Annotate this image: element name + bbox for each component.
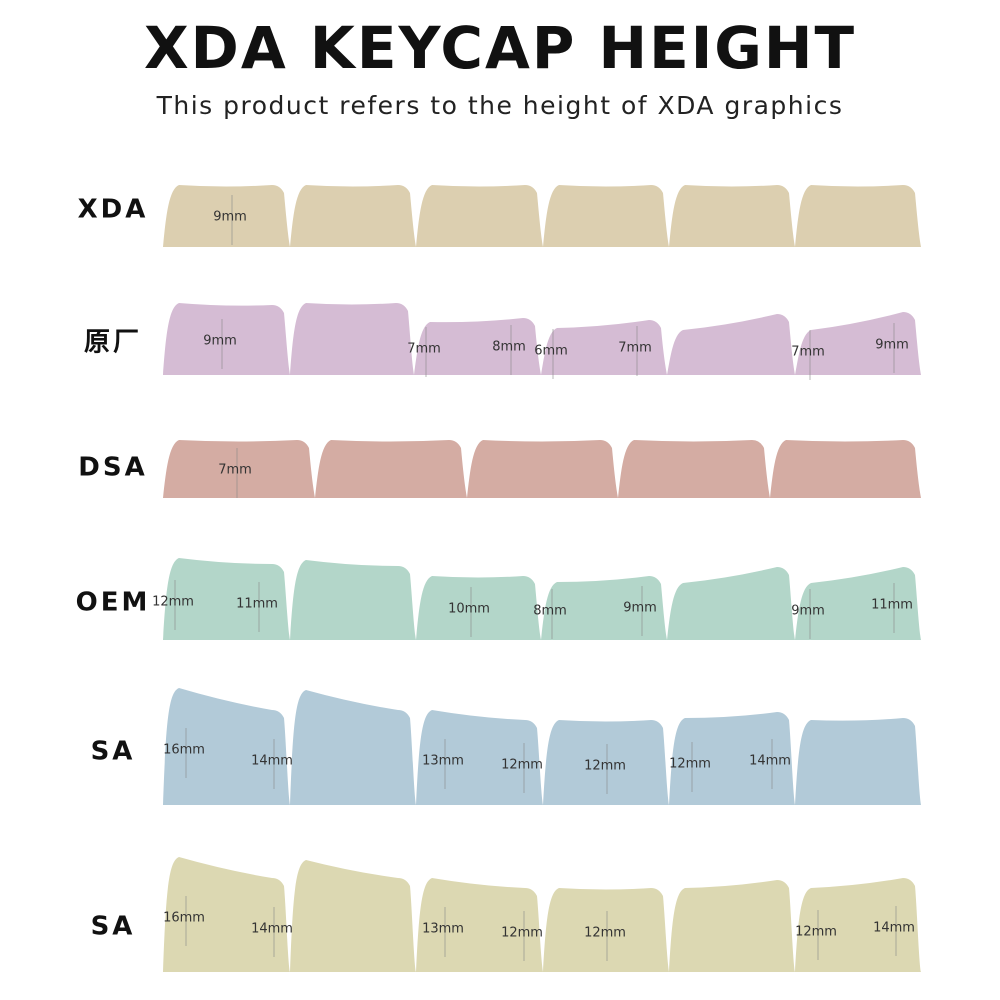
row-label: SA <box>91 912 136 942</box>
keycap <box>795 312 921 375</box>
keycap <box>669 712 795 805</box>
measurement: 9mm <box>791 604 825 619</box>
measurement: 6mm <box>534 344 568 359</box>
keycap <box>290 860 416 972</box>
measurement: 7mm <box>407 342 441 357</box>
keycap <box>163 440 315 498</box>
keycap <box>414 318 541 375</box>
measurement: 9mm <box>203 334 237 349</box>
keycap <box>795 878 921 972</box>
measurement: 16mm <box>163 911 205 926</box>
keycap <box>795 718 921 805</box>
measurement: 13mm <box>422 754 464 769</box>
measurement: 12mm <box>584 759 626 774</box>
keycap <box>770 440 921 498</box>
keycap <box>416 185 543 247</box>
keycap <box>315 440 467 498</box>
keycap <box>541 576 667 640</box>
keycap <box>669 185 795 247</box>
measurement: 12mm <box>501 926 543 941</box>
keycap <box>669 880 795 972</box>
measurement: 7mm <box>218 463 252 478</box>
keycap <box>163 185 290 247</box>
keycap <box>163 857 290 972</box>
keycap <box>290 690 416 805</box>
keycap <box>416 710 543 805</box>
row-label: SA <box>91 737 136 767</box>
keycap <box>795 185 921 247</box>
keycap <box>667 314 795 375</box>
keycap <box>290 303 414 375</box>
keycap <box>163 688 290 805</box>
measurement: 10mm <box>448 602 490 617</box>
keycap <box>163 303 290 375</box>
measurement: 14mm <box>873 921 915 936</box>
measurement: 14mm <box>251 754 293 769</box>
keycap <box>543 720 669 805</box>
row-label: OEM <box>76 588 151 618</box>
measurement: 11mm <box>871 598 913 613</box>
measurement: 13mm <box>422 922 464 937</box>
measurement: 16mm <box>163 743 205 758</box>
measurement: 11mm <box>236 597 278 612</box>
keycap <box>467 440 618 498</box>
measurement: 8mm <box>492 340 526 355</box>
keycap <box>667 567 795 640</box>
measurement: 12mm <box>501 758 543 773</box>
measurement: 12mm <box>584 926 626 941</box>
keycap <box>618 440 770 498</box>
measurement: 12mm <box>795 925 837 940</box>
row-label: 原厂 <box>84 328 142 358</box>
keycap <box>290 560 416 640</box>
measurement: 14mm <box>749 754 791 769</box>
subtitle: This product refers to the height of XDA… <box>156 91 844 120</box>
row-label: XDA <box>78 195 149 225</box>
keycap <box>163 558 290 640</box>
keycap <box>290 185 416 247</box>
keycap <box>416 878 543 972</box>
measurement: 9mm <box>623 601 657 616</box>
row-label: DSA <box>78 453 147 483</box>
keycap <box>416 576 541 640</box>
measurement: 12mm <box>152 595 194 610</box>
measurement: 12mm <box>669 757 711 772</box>
keycap <box>541 320 667 375</box>
measurement: 14mm <box>251 922 293 937</box>
measurement: 9mm <box>875 338 909 353</box>
keycap <box>795 567 921 640</box>
measurement: 7mm <box>791 345 825 360</box>
measurement: 7mm <box>618 341 652 356</box>
measurement: 9mm <box>213 210 247 225</box>
keycap <box>543 888 669 972</box>
title: XDA KEYCAP HEIGHT <box>144 14 856 82</box>
measurement: 8mm <box>533 604 567 619</box>
keycap <box>543 185 669 247</box>
